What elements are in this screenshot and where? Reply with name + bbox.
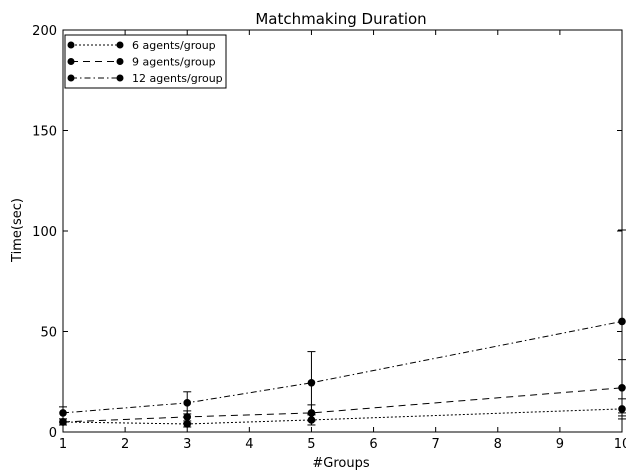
- x-tick-label: 5: [307, 437, 315, 452]
- chart-title: Matchmaking Duration: [255, 10, 426, 28]
- legend-marker: [67, 74, 75, 82]
- series-3: [59, 229, 626, 420]
- legend-label: 6 agents/group: [132, 39, 216, 52]
- legend-marker: [116, 74, 124, 82]
- x-tick-label: 4: [245, 437, 253, 452]
- x-tick-label: 10: [614, 437, 626, 452]
- legend: 6 agents/group 9 agents/group 12 agents/gr…: [64, 34, 227, 89]
- x-tick-label: 8: [494, 437, 502, 452]
- legend-label: 9 agents/group: [132, 56, 216, 69]
- legend-marker: [67, 58, 75, 65]
- y-axis: 0 50 100 150 200: [32, 24, 622, 441]
- series-2: [59, 359, 626, 426]
- y-axis-label: Time(sec): [10, 198, 25, 263]
- x-tick-label: 7: [432, 437, 440, 452]
- plot-frame: [62, 29, 623, 433]
- legend-marker: [116, 58, 124, 65]
- x-axis: 1 2 3 4 5 6 7 8 9 10: [59, 30, 626, 452]
- legend-marker: [116, 41, 124, 49]
- y-tick-label: 150: [32, 125, 57, 140]
- x-tick-label: 9: [556, 437, 564, 452]
- data-point: [618, 317, 626, 326]
- data-point: [183, 399, 192, 407]
- series-1: [59, 398, 626, 428]
- x-tick-label: 2: [121, 437, 129, 452]
- x-tick-label: 6: [369, 437, 377, 452]
- legend-marker: [67, 41, 75, 49]
- y-tick-label: 100: [32, 225, 57, 240]
- data-point: [183, 413, 192, 421]
- plot-area: [62, 29, 623, 433]
- data-point: [59, 418, 67, 426]
- series-line: [62, 387, 623, 423]
- data-point: [183, 420, 192, 428]
- series-line: [62, 320, 623, 414]
- x-axis-label: #Groups: [312, 456, 369, 471]
- x-tick-label: 1: [59, 437, 67, 452]
- series-line: [62, 408, 623, 425]
- x-tick-label: 3: [183, 437, 191, 452]
- data-point: [59, 409, 67, 417]
- data-point: [307, 378, 316, 387]
- series-layer: [59, 229, 626, 428]
- y-tick-label: 0: [49, 426, 57, 441]
- y-tick-label: 50: [40, 326, 57, 341]
- legend-label: 12 agents/group: [132, 72, 223, 85]
- legend-box: [64, 34, 227, 89]
- y-tick-label: 200: [32, 24, 57, 39]
